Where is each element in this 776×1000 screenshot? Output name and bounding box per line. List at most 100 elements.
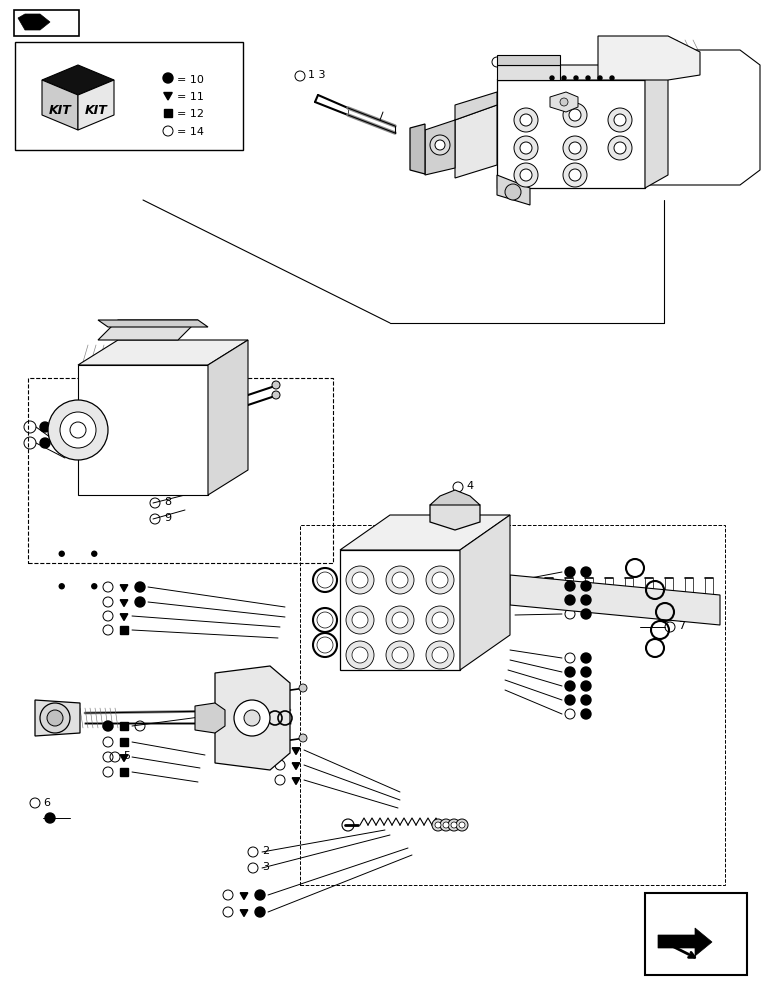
Circle shape [614, 114, 626, 126]
Polygon shape [497, 80, 645, 188]
Circle shape [92, 551, 97, 556]
Polygon shape [120, 614, 128, 620]
Polygon shape [410, 124, 425, 174]
Circle shape [40, 438, 50, 448]
Circle shape [608, 136, 632, 160]
Circle shape [352, 572, 368, 588]
Text: 4: 4 [466, 481, 473, 491]
Circle shape [581, 709, 591, 719]
Bar [14, 10, 79, 36]
Polygon shape [78, 365, 208, 495]
Polygon shape [340, 515, 510, 550]
Circle shape [520, 142, 532, 154]
Circle shape [272, 391, 280, 399]
Circle shape [586, 76, 590, 80]
Circle shape [563, 136, 587, 160]
Circle shape [581, 667, 591, 677]
Circle shape [432, 647, 448, 663]
Polygon shape [293, 778, 300, 784]
Circle shape [563, 103, 587, 127]
Polygon shape [120, 585, 128, 591]
Circle shape [426, 566, 454, 594]
Circle shape [448, 819, 460, 831]
Text: KIT: KIT [85, 104, 107, 117]
Circle shape [272, 381, 280, 389]
Circle shape [386, 606, 414, 634]
Circle shape [614, 142, 626, 154]
Polygon shape [460, 515, 510, 670]
Circle shape [598, 76, 602, 80]
Circle shape [135, 597, 145, 607]
Circle shape [569, 109, 581, 121]
Circle shape [581, 595, 591, 605]
Circle shape [514, 108, 538, 132]
Circle shape [459, 822, 465, 828]
Circle shape [45, 813, 55, 823]
Text: 5: 5 [123, 751, 130, 761]
Circle shape [244, 710, 260, 726]
Circle shape [255, 907, 265, 917]
Polygon shape [208, 340, 248, 495]
Polygon shape [35, 700, 80, 736]
Circle shape [346, 606, 374, 634]
Circle shape [581, 695, 591, 705]
Bar [120, 722, 128, 730]
Circle shape [443, 822, 449, 828]
Circle shape [581, 653, 591, 663]
Polygon shape [340, 550, 460, 670]
Polygon shape [293, 763, 300, 770]
Circle shape [59, 551, 64, 556]
Circle shape [574, 76, 578, 80]
Text: 1 3: 1 3 [308, 70, 325, 80]
Polygon shape [497, 175, 530, 205]
Bar [300, 525, 725, 885]
Polygon shape [164, 93, 172, 100]
Polygon shape [98, 320, 208, 327]
Circle shape [562, 76, 566, 80]
Circle shape [392, 572, 408, 588]
Text: 9: 9 [164, 513, 171, 523]
Polygon shape [658, 928, 712, 956]
Text: KIT: KIT [49, 104, 71, 117]
Text: = 10: = 10 [177, 75, 204, 85]
Bar [120, 738, 128, 746]
Circle shape [386, 641, 414, 669]
Text: 7: 7 [678, 621, 685, 631]
Circle shape [386, 566, 414, 594]
Polygon shape [42, 80, 78, 130]
Polygon shape [598, 36, 700, 80]
Circle shape [352, 612, 368, 628]
Circle shape [352, 647, 368, 663]
Circle shape [505, 184, 521, 200]
Circle shape [92, 584, 97, 589]
Circle shape [135, 582, 145, 592]
Circle shape [565, 581, 575, 591]
Circle shape [299, 734, 307, 742]
Circle shape [299, 684, 307, 692]
Circle shape [550, 76, 554, 80]
Circle shape [435, 822, 441, 828]
Polygon shape [425, 120, 455, 175]
Circle shape [426, 641, 454, 669]
Circle shape [581, 681, 591, 691]
Circle shape [163, 73, 173, 83]
Circle shape [565, 595, 575, 605]
Circle shape [392, 647, 408, 663]
Circle shape [581, 609, 591, 619]
Polygon shape [241, 893, 248, 900]
Circle shape [48, 400, 108, 460]
Circle shape [47, 710, 63, 726]
Polygon shape [497, 65, 668, 80]
Bar [164, 109, 172, 117]
Polygon shape [42, 65, 114, 95]
Circle shape [432, 819, 444, 831]
Polygon shape [195, 703, 225, 733]
Bar [120, 768, 128, 776]
Text: = 11: = 11 [177, 92, 204, 102]
Polygon shape [120, 600, 128, 606]
Polygon shape [18, 14, 50, 30]
Circle shape [255, 890, 265, 900]
Circle shape [440, 819, 452, 831]
Circle shape [569, 142, 581, 154]
Circle shape [456, 819, 468, 831]
